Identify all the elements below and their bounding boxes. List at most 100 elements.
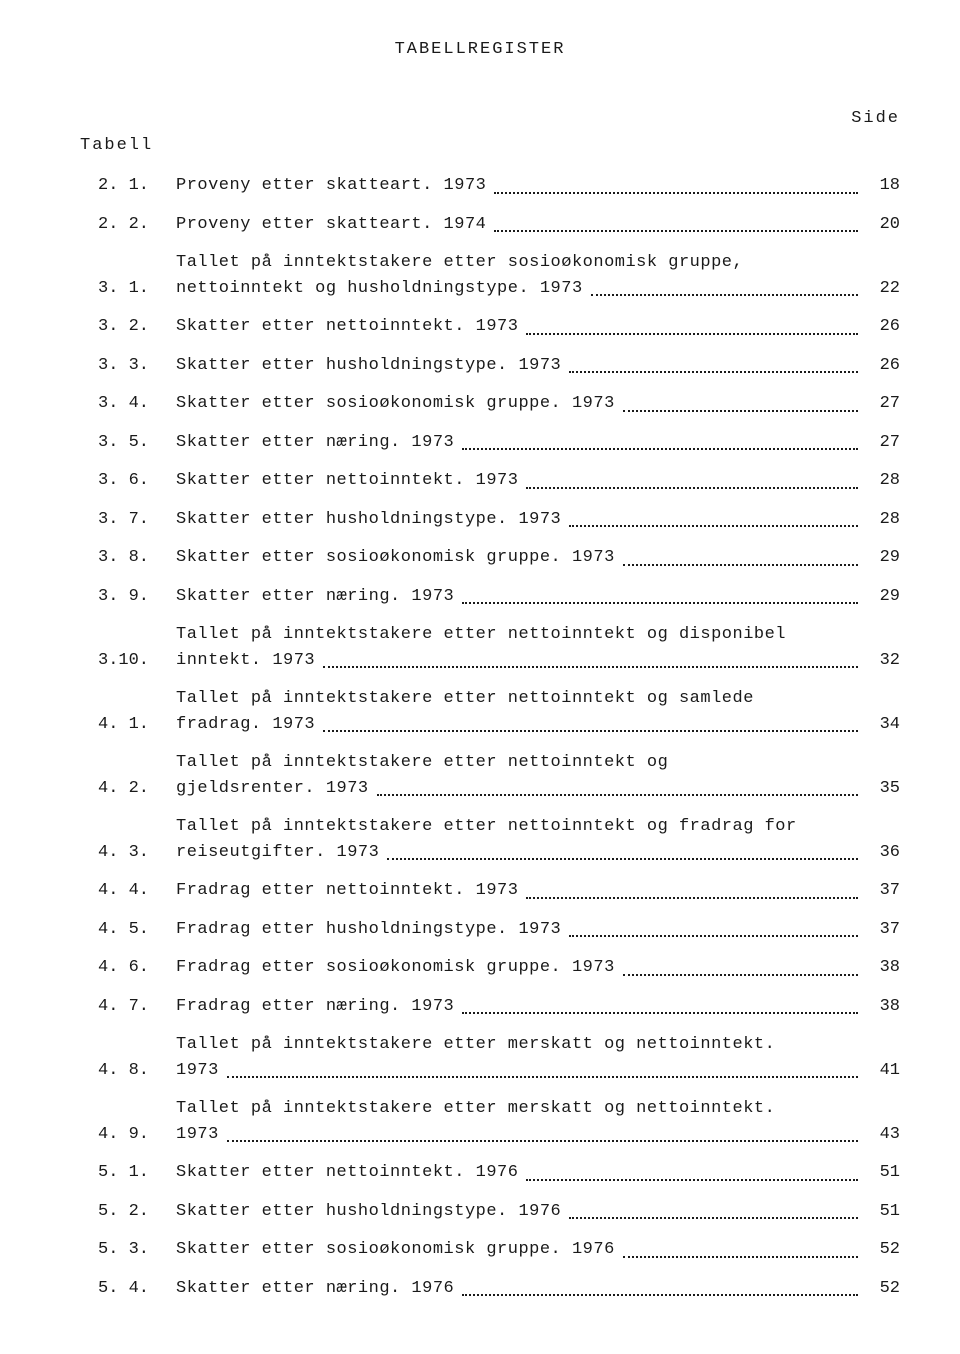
toc-entry: 3. 9.Skatter etter næring. 197329 [98, 584, 900, 610]
toc-entry-number: 4. 9. [98, 1122, 176, 1148]
toc-entry-body: Skatter etter husholdningstype. 197326 [176, 353, 900, 379]
toc-entry-line: Skatter etter næring. 1973 27 [176, 430, 900, 456]
toc-entry-page: 37 [864, 917, 900, 943]
toc-leader-dots [462, 1012, 858, 1014]
toc-entry: 3. 5.Skatter etter næring. 1973 27 [98, 430, 900, 456]
toc-entry-number: 2. 2. [98, 212, 176, 238]
toc-entry-number: 3. 2. [98, 314, 176, 340]
toc-entry-line: Proveny etter skatteart. 197420 [176, 212, 900, 238]
toc-entry: 3. 7.Skatter etter husholdningstype. 197… [98, 507, 900, 533]
toc-entry: 3. 6.Skatter etter nettoinntekt. 197328 [98, 468, 900, 494]
toc-leader-dots [623, 974, 858, 976]
toc-entry-page: 26 [864, 314, 900, 340]
toc-entry-line: Skatter etter sosioøkonomisk gruppe. 197… [176, 391, 900, 417]
toc-entry-number: 3. 5. [98, 430, 176, 456]
toc-leader-dots [323, 730, 858, 732]
toc-entry-body: Skatter etter husholdningstype. 1973 28 [176, 507, 900, 533]
toc-entry-page: 27 [864, 430, 900, 456]
toc-entry-line: Skatter etter sosioøkonomisk gruppe. 197… [176, 1237, 900, 1263]
toc-entry-page: 32 [864, 648, 900, 674]
toc-entry-body: Fradrag etter nettoinntekt. 197337 [176, 878, 900, 904]
toc-entry-page: 51 [864, 1160, 900, 1186]
toc-entry-line: Tallet på inntektstakere etter sosioøkon… [176, 250, 900, 276]
toc-leader-dots [623, 410, 858, 412]
toc-entry-page: 20 [864, 212, 900, 238]
page-header: TABELLREGISTER [50, 40, 910, 59]
toc-entry-page: 29 [864, 584, 900, 610]
toc-leader-dots [526, 1179, 858, 1181]
toc-leader-dots [227, 1140, 858, 1142]
toc-leader-dots [569, 1217, 858, 1219]
toc-entry-text: Tallet på inntektstakere etter nettoinnt… [176, 814, 797, 840]
toc-entry-text: Skatter etter næring. 1976 [176, 1276, 454, 1302]
toc-entry-number: 4. 3. [98, 840, 176, 866]
toc-entry-number: 3. 4. [98, 391, 176, 417]
toc-entry-body: Skatter etter husholdningstype. 197651 [176, 1199, 900, 1225]
toc-entry-body: Tallet på inntektstakere etter merskatt … [176, 1032, 900, 1083]
toc-entry-number: 5. 2. [98, 1199, 176, 1225]
toc-entry-body: Skatter etter sosioøkonomisk gruppe. 197… [176, 391, 900, 417]
toc-entry: 5. 3.Skatter etter sosioøkonomisk gruppe… [98, 1237, 900, 1263]
toc-entry-text: Skatter etter næring. 1973 [176, 584, 454, 610]
toc-entry-body: Fradrag etter husholdningstype. 197337 [176, 917, 900, 943]
toc-entry: 4. 8.Tallet på inntektstakere etter mers… [98, 1032, 900, 1083]
toc-leader-dots [494, 192, 858, 194]
toc-entry-text: Skatter etter husholdningstype. 1973 [176, 353, 561, 379]
toc-entry-text: Skatter etter næring. 1973 [176, 430, 454, 456]
toc-entry-page: 35 [864, 776, 900, 802]
toc-entry-text: Skatter etter husholdningstype. 1973 [176, 507, 561, 533]
toc-entry-line: Tallet på inntektstakere etter nettoinnt… [176, 750, 900, 776]
toc-entry: 3. 4.Skatter etter sosioøkonomisk gruppe… [98, 391, 900, 417]
toc-entry-number: 5. 4. [98, 1276, 176, 1302]
toc-entry: 2. 2.Proveny etter skatteart. 197420 [98, 212, 900, 238]
toc-entry-line: Tallet på inntektstakere etter nettoinnt… [176, 814, 900, 840]
toc-entry-page: 51 [864, 1199, 900, 1225]
toc-entry: 4. 3.Tallet på inntektstakere etter nett… [98, 814, 900, 865]
toc-entry: 4. 4.Fradrag etter nettoinntekt. 197337 [98, 878, 900, 904]
toc-entry-number: 4. 8. [98, 1058, 176, 1084]
toc-entry-text: Tallet på inntektstakere etter nettoinnt… [176, 686, 754, 712]
toc-entry-page: 38 [864, 994, 900, 1020]
toc-entry-text: Fradrag etter sosioøkonomisk gruppe. 197… [176, 955, 615, 981]
toc-entry: 2. 1.Proveny etter skatteart. 197318 [98, 173, 900, 199]
toc-entry-body: Fradrag etter sosioøkonomisk gruppe. 197… [176, 955, 900, 981]
toc-entry-line: Tallet på inntektstakere etter merskatt … [176, 1096, 900, 1122]
toc-entry-text: Skatter etter sosioøkonomisk gruppe. 197… [176, 391, 615, 417]
toc-entry-text: Fradrag etter nettoinntekt. 1973 [176, 878, 518, 904]
toc-leader-dots [591, 294, 858, 296]
toc-entry-body: Tallet på inntektstakere etter nettoinnt… [176, 686, 900, 737]
toc-entry-text: Tallet på inntektstakere etter nettoinnt… [176, 750, 668, 776]
toc-entry: 4. 7.Fradrag etter næring. 197338 [98, 994, 900, 1020]
toc-entry-number: 3.10. [98, 648, 176, 674]
toc-entry-number: 4. 2. [98, 776, 176, 802]
toc-entry-page: 22 [864, 276, 900, 302]
toc-leader-dots [462, 602, 858, 604]
toc-entry-line: 197341 [176, 1058, 900, 1084]
toc-entry-number: 4. 7. [98, 994, 176, 1020]
toc-entry-text: fradrag. 1973 [176, 712, 315, 738]
toc-entry-number: 5. 3. [98, 1237, 176, 1263]
toc-entry-page: 28 [864, 507, 900, 533]
toc-entry-body: Skatter etter næring. 197652 [176, 1276, 900, 1302]
toc-leader-dots [623, 1256, 858, 1258]
toc-entry-line: Skatter etter næring. 197652 [176, 1276, 900, 1302]
toc-entry-line: Tallet på inntektstakere etter nettoinnt… [176, 686, 900, 712]
toc-entry-number: 2. 1. [98, 173, 176, 199]
toc-entry-number: 4. 4. [98, 878, 176, 904]
toc-entry: 4. 2.Tallet på inntektstakere etter nett… [98, 750, 900, 801]
toc-entry-text: 1973 [176, 1122, 219, 1148]
toc-entry-number: 3. 6. [98, 468, 176, 494]
toc-entry-body: Skatter etter nettoinntekt. 197651 [176, 1160, 900, 1186]
toc-entry: 3. 8.Skatter etter sosioøkonomisk gruppe… [98, 545, 900, 571]
toc-entry-page: 41 [864, 1058, 900, 1084]
toc-entry-number: 5. 1. [98, 1160, 176, 1186]
toc-entry-text: Skatter etter sosioøkonomisk gruppe. 197… [176, 1237, 615, 1263]
toc-entry: 4. 1.Tallet på inntektstakere etter nett… [98, 686, 900, 737]
toc-entry-line: Skatter etter nettoinntekt. 197326 [176, 314, 900, 340]
toc-entry-body: Skatter etter næring. 1973 29 [176, 584, 900, 610]
toc-entry-text: gjeldsrenter. 1973 [176, 776, 369, 802]
toc-entry-page: 36 [864, 840, 900, 866]
toc-entry-line: Skatter etter husholdningstype. 1973 28 [176, 507, 900, 533]
toc-leader-dots [569, 935, 858, 937]
toc-entry: 5. 1.Skatter etter nettoinntekt. 197651 [98, 1160, 900, 1186]
